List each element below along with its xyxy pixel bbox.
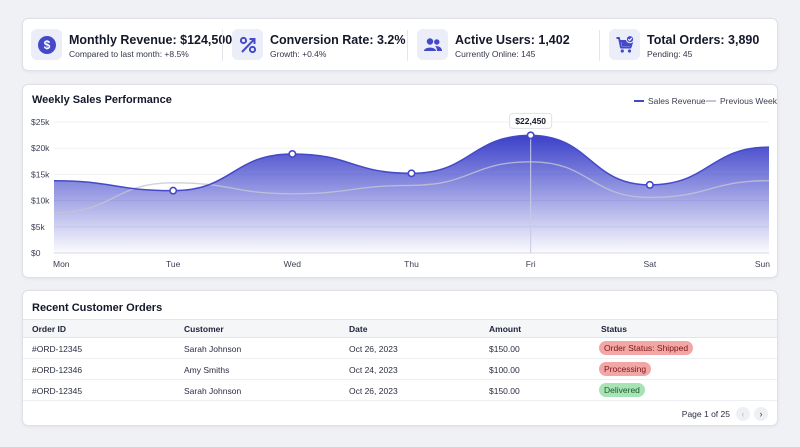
x-tick-label: Wed: [284, 259, 302, 269]
legend-label: Sales Revenue: [648, 96, 706, 106]
data-point-tue[interactable]: [169, 186, 178, 195]
y-tick-label: $25k: [31, 117, 50, 127]
chevron-right-icon[interactable]: ›: [754, 407, 768, 421]
status-badge: Processing: [599, 362, 652, 376]
x-tick-label: Tue: [166, 259, 181, 269]
kpi-monthly-revenue: $ Monthly Revenue: $124,500 Compared to …: [23, 19, 232, 72]
cell-order-id: #ORD-12345: [32, 386, 83, 396]
kpi-divider: [599, 30, 600, 61]
x-tick-label: Fri: [526, 259, 536, 269]
cell-order-id: #ORD-12346: [32, 365, 83, 375]
kpi-title: Conversion Rate: 3.2%: [270, 33, 406, 47]
previous-week-line: [53, 161, 770, 214]
y-tick-label: $15k: [31, 169, 50, 179]
column-header-status[interactable]: Status: [601, 324, 627, 334]
cell-date: Oct 26, 2023: [349, 344, 398, 354]
x-tick-label: Mon: [53, 259, 70, 269]
y-tick-label: $20k: [31, 143, 50, 153]
cell-order-id: #ORD-12345: [32, 344, 83, 354]
cell-amount: $150.00: [489, 386, 520, 396]
legend-swatch: [706, 100, 716, 102]
y-tick-label: $0: [31, 248, 41, 258]
column-header-date[interactable]: Date: [349, 324, 368, 334]
orders-table: Order ID Customer Date Amount Status #OR…: [23, 319, 777, 401]
column-header-amount[interactable]: Amount: [489, 324, 522, 334]
percent-icon: [232, 29, 263, 60]
page-indicator: Page 1 of 25: [681, 409, 730, 419]
table-row[interactable]: #ORD-12345 Sarah Johnson Oct 26, 2023 $150.…: [23, 338, 777, 359]
y-tick-label: $10k: [31, 196, 50, 206]
kpi-subtitle: Pending: 45: [647, 49, 693, 59]
y-tick-label: $5k: [31, 222, 45, 232]
legend-swatch: [634, 100, 644, 102]
cart-icon: [609, 29, 640, 60]
orders-title: Recent Customer Orders: [32, 302, 163, 314]
kpi-conversion-rate: Conversion Rate: 3.2% Growth: +0.4%: [224, 19, 414, 72]
kpi-subtitle: Currently Online: 145: [455, 49, 536, 59]
cell-date: Oct 24, 2023: [349, 365, 398, 375]
kpi-title: Active Users: 1,402: [455, 33, 570, 47]
legend-label: Previous Week: [720, 96, 778, 106]
svg-text:$: $: [43, 38, 50, 52]
sales-chart: $22,450 $0 $5k $10k $15k $20k $25k Mon Tue Wed Th…: [31, 112, 770, 269]
x-tick-label: Sun: [755, 259, 770, 269]
cell-amount: $150.00: [489, 344, 520, 354]
kpi-title: Monthly Revenue: $124,500: [69, 33, 233, 47]
dollar-icon: $: [31, 29, 62, 60]
users-icon: [417, 29, 448, 60]
kpi-title: Total Orders: 3,890: [647, 33, 760, 47]
pagination: Page 1 of 25 ‹ ›: [682, 407, 768, 421]
chevron-left-icon[interactable]: ‹: [736, 407, 750, 421]
column-header-customer[interactable]: Customer: [184, 324, 224, 334]
data-point-thu[interactable]: [407, 169, 416, 178]
column-header-order-id[interactable]: Order ID: [32, 324, 67, 334]
cell-date: Oct 26, 2023: [349, 386, 398, 396]
sales-chart-card: $22,450 $0 $5k $10k $15k $20k $25k Mon Tue Wed Th…: [22, 84, 778, 278]
legend-item-sales-revenue[interactable]: Sales Revenue: [634, 96, 706, 106]
status-badge: Delivered: [599, 383, 645, 397]
cell-customer: Sarah Johnson: [184, 344, 242, 354]
recent-orders-card: Recent Customer Orders Order ID Customer…: [22, 290, 778, 426]
data-point-fri[interactable]: [526, 131, 535, 140]
chart-title: Weekly Sales Performance: [32, 94, 172, 106]
tooltip-value: $22,450: [515, 116, 546, 126]
table-row[interactable]: #ORD-12346 Amy Smiths Oct 24, 2023 $100.00 P…: [23, 359, 777, 380]
status-badge: Order Status: Shipped: [599, 341, 694, 355]
cell-customer: Amy Smiths: [184, 365, 230, 375]
tooltip: $22,450: [509, 112, 553, 129]
data-point-sat[interactable]: [645, 180, 654, 189]
kpi-active-users: Active Users: 1,402 Currently Online: 14…: [409, 19, 599, 72]
cell-customer: Sarah Johnson: [184, 386, 242, 396]
cell-amount: $100.00: [489, 365, 520, 375]
kpi-subtitle: Compared to last month: +8.5%: [69, 49, 189, 59]
kpi-divider: [407, 30, 408, 61]
table-header: Order ID Customer Date Amount Status: [23, 319, 777, 338]
table-row[interactable]: #ORD-12345 Sarah Johnson Oct 26, 2023 $150.…: [23, 380, 777, 401]
kpi-summary-card: $ Monthly Revenue: $124,500 Compared to …: [22, 18, 778, 71]
legend-item-previous-week[interactable]: Previous Week: [706, 96, 777, 106]
x-tick-label: Sat: [643, 259, 656, 269]
kpi-divider: [222, 30, 223, 61]
kpi-subtitle: Growth: +0.4%: [270, 49, 327, 59]
sales-revenue-area: [54, 135, 769, 253]
x-tick-label: Thu: [404, 259, 419, 269]
data-point-wed[interactable]: [288, 149, 297, 158]
kpi-total-orders: Total Orders: 3,890 Pending: 45: [601, 19, 777, 72]
tooltip-box: [509, 112, 553, 129]
